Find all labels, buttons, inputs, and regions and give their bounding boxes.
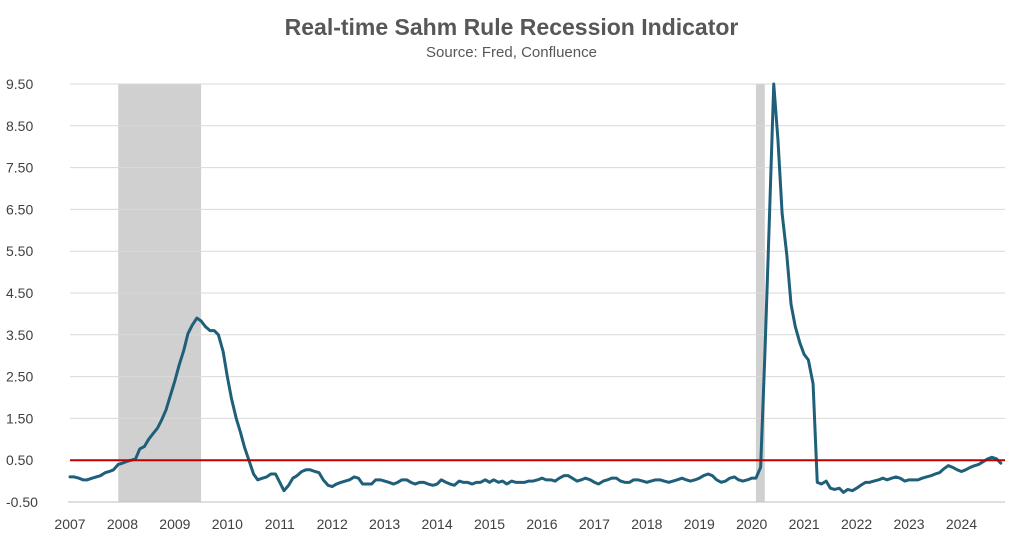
y-axis-ticks: 9.50 8.50 7.50 6.50 5.50 4.50 3.50 2.50 1.50 0.50… bbox=[6, 76, 38, 510]
x-tick-label: 2019 bbox=[684, 516, 715, 532]
x-tick-label: 2024 bbox=[946, 516, 977, 532]
y-tick-label: 8.50 bbox=[6, 118, 33, 134]
x-tick-label: 2008 bbox=[107, 516, 138, 532]
x-tick-label: 2010 bbox=[212, 516, 243, 532]
x-tick-label: 2011 bbox=[265, 516, 295, 532]
y-tick-label: 0.50 bbox=[6, 452, 33, 468]
y-tick-label: 6.50 bbox=[6, 201, 33, 217]
x-tick-label: 2009 bbox=[159, 516, 190, 532]
series-layer bbox=[68, 82, 1003, 494]
gridlines bbox=[68, 83, 1005, 503]
y-tick-label: 5.50 bbox=[6, 243, 33, 259]
x-axis-ticks: 2007 2008 2009 2010 2011 2012 2013 2014 2015 2016… bbox=[54, 516, 977, 532]
x-tick-label: 2021 bbox=[789, 516, 820, 532]
y-tick-label: 2.50 bbox=[6, 369, 33, 385]
x-tick-label: 2015 bbox=[474, 516, 505, 532]
y-tick-label: 3.50 bbox=[6, 327, 33, 343]
x-tick-label: 2017 bbox=[579, 516, 610, 532]
x-tick-label: 2016 bbox=[526, 516, 557, 532]
y-tick-label: 7.50 bbox=[6, 160, 33, 176]
y-tick-label: 9.50 bbox=[6, 76, 33, 92]
y-tick-label: 1.50 bbox=[6, 410, 33, 426]
chart-title: Real-time Sahm Rule Recession Indicator bbox=[284, 14, 739, 40]
x-tick-label: 2020 bbox=[736, 516, 767, 532]
y-tick-label: 4.50 bbox=[6, 285, 33, 301]
x-tick-label: 2007 bbox=[54, 516, 85, 532]
x-tick-label: 2014 bbox=[421, 516, 452, 532]
x-tick-label: 2022 bbox=[841, 516, 872, 532]
chart-subtitle: Source: Fred, Confluence bbox=[426, 44, 597, 61]
y-tick-label: -0.50 bbox=[6, 494, 38, 510]
x-tick-label: 2012 bbox=[317, 516, 348, 532]
series-line-1 bbox=[68, 82, 1003, 494]
x-tick-label: 2023 bbox=[893, 516, 924, 532]
x-tick-label: 2013 bbox=[369, 516, 400, 532]
x-tick-label: 2018 bbox=[631, 516, 662, 532]
